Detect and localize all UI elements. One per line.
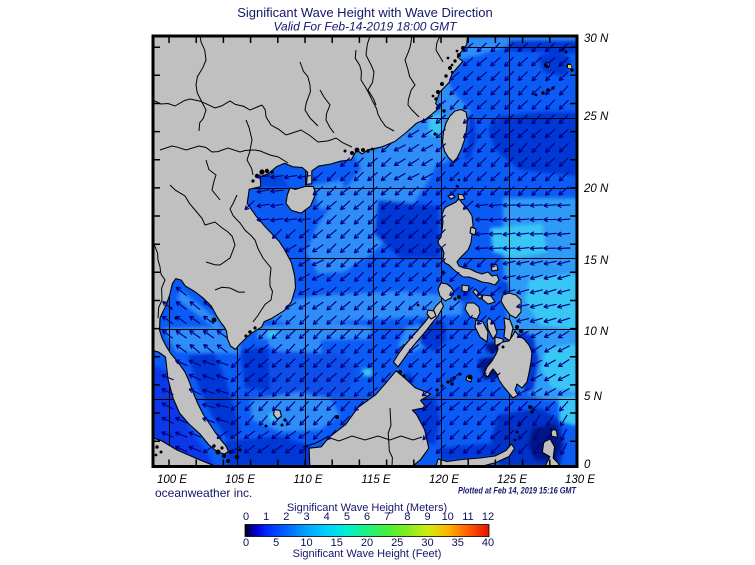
svg-text:2: 2 — [283, 511, 289, 523]
svg-text:3: 3 — [303, 511, 309, 523]
svg-text:105 E: 105 E — [225, 474, 255, 486]
svg-text:5: 5 — [273, 537, 279, 549]
svg-text:5 N: 5 N — [584, 391, 603, 403]
svg-text:100 E: 100 E — [157, 474, 187, 486]
svg-text:Significant Wave Height with W: Significant Wave Height with Wave Direct… — [237, 5, 493, 20]
svg-text:9: 9 — [424, 511, 430, 523]
svg-text:Plotted at Feb 14, 2019 15:16: Plotted at Feb 14, 2019 15:16 GMT — [458, 486, 577, 496]
svg-text:0: 0 — [243, 537, 249, 549]
svg-text:11: 11 — [462, 511, 473, 523]
svg-text:110 E: 110 E — [293, 474, 323, 486]
svg-text:5: 5 — [344, 511, 350, 523]
svg-text:130 E: 130 E — [565, 474, 595, 486]
svg-text:1: 1 — [263, 511, 269, 523]
svg-text:40: 40 — [482, 537, 494, 549]
svg-text:15 N: 15 N — [584, 255, 609, 267]
svg-text:20: 20 — [361, 537, 373, 549]
svg-text:4: 4 — [324, 511, 330, 523]
svg-text:oceanweather inc.: oceanweather inc. — [155, 486, 252, 500]
svg-text:6: 6 — [364, 511, 370, 523]
svg-text:30: 30 — [421, 537, 433, 549]
svg-text:10: 10 — [300, 537, 312, 549]
svg-text:7: 7 — [384, 511, 390, 523]
svg-text:0: 0 — [584, 459, 591, 471]
svg-text:15: 15 — [331, 537, 343, 549]
svg-text:120 E: 120 E — [429, 474, 459, 486]
svg-text:35: 35 — [452, 537, 464, 549]
svg-text:Significant Wave Height (Feet): Significant Wave Height (Feet) — [293, 548, 442, 560]
svg-text:0: 0 — [243, 511, 249, 523]
svg-text:10: 10 — [442, 511, 454, 523]
svg-text:125 E: 125 E — [497, 474, 527, 486]
svg-text:20 N: 20 N — [583, 183, 609, 195]
svg-text:Significant Wave Height (Meter: Significant Wave Height (Meters) — [287, 502, 447, 514]
svg-text:25: 25 — [391, 537, 403, 549]
svg-text:30 N: 30 N — [584, 33, 609, 45]
svg-text:12: 12 — [482, 511, 494, 523]
svg-text:8: 8 — [404, 511, 410, 523]
svg-text:Valid For Feb-14-2019 18:00 GM: Valid For Feb-14-2019 18:00 GMT — [274, 20, 459, 34]
svg-text:115 E: 115 E — [361, 474, 391, 486]
svg-text:10 N: 10 N — [584, 326, 609, 338]
svg-text:25 N: 25 N — [583, 111, 609, 123]
